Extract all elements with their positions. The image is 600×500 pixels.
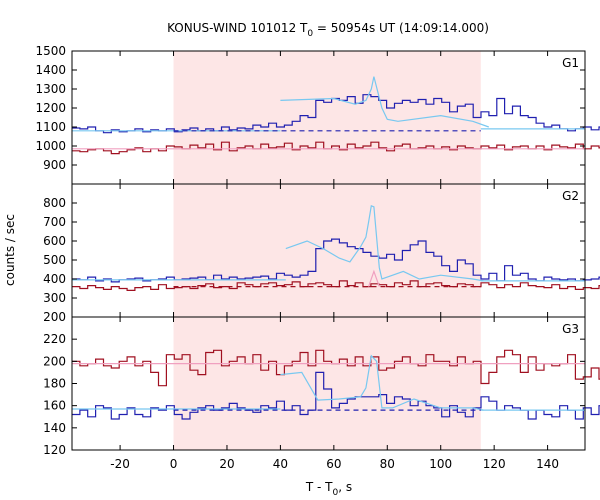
y-tick-label: 600 — [43, 234, 66, 248]
y-tick-label: 160 — [43, 399, 66, 413]
x-axis-label-rest: , s — [338, 480, 352, 494]
chart-title-subscript: 0 — [307, 29, 313, 39]
series-blue-0 — [72, 238, 600, 283]
y-tick-label: 700 — [43, 215, 66, 229]
chart-title-main: KONUS-WIND 101012 T — [167, 21, 308, 35]
series-light-blue-1-segment-1 — [280, 76, 490, 128]
x-tick-label: 60 — [326, 457, 341, 471]
y-tick-label: 1300 — [35, 82, 66, 96]
y-tick-label: 140 — [43, 421, 66, 435]
y-tick-label: 200 — [43, 310, 66, 324]
panel-tag-g1: G1 — [562, 56, 579, 70]
x-axis-label-subscript: 0 — [333, 488, 339, 498]
x-tick-label: 140 — [536, 457, 559, 471]
shaded-interval — [173, 317, 481, 450]
chart-title: KONUS-WIND 101012 T0 = 50954s UT (14:09:… — [167, 21, 489, 39]
x-tick-label: 80 — [380, 457, 395, 471]
x-tick-label: 0 — [170, 457, 178, 471]
x-axis-label: T - T0, s — [305, 480, 352, 498]
y-tick-label: 900 — [43, 158, 66, 172]
panel-g1: 900 1000 1100 1200 1300 1400 1500 G1 — [35, 44, 600, 185]
y-tick-label: 800 — [43, 196, 66, 210]
x-tick-label: 20 — [219, 457, 234, 471]
y-tick-label: 1000 — [35, 139, 66, 153]
y-tick-label: 220 — [43, 332, 66, 346]
y-tick-label: 400 — [43, 272, 66, 286]
y-axis-label: counts / sec — [3, 214, 17, 286]
panel-g2: 200 300 400 500 600 700 800 G2 — [43, 183, 600, 324]
y-tick-label: 1100 — [35, 120, 66, 134]
chart-title-rest: = 50954s UT (14:09:14.000) — [313, 21, 489, 35]
series-pink-3-segment-0 — [368, 269, 380, 287]
series-light-blue-1-segment-1 — [285, 204, 484, 282]
panel-g3: 120 140 160 180 200 220 G3 — [43, 316, 600, 457]
panel-tag-g3: G3 — [562, 322, 579, 336]
plot-area: 900100011001200130014001500G120030040050… — [35, 44, 600, 471]
y-tick-label: 1500 — [35, 44, 66, 58]
shaded-interval — [173, 51, 481, 184]
x-tick-label: -20 — [110, 457, 130, 471]
y-tick-label: 1200 — [35, 101, 66, 115]
y-tick-label: 500 — [43, 253, 66, 267]
x-tick-label: 40 — [273, 457, 288, 471]
x-tick-label: 100 — [429, 457, 452, 471]
y-tick-label: 200 — [43, 354, 66, 368]
y-tick-label: 300 — [43, 291, 66, 305]
x-axis-label-main: T - T — [305, 480, 333, 494]
series-dark-red-2 — [72, 280, 600, 291]
y-tick-label: 1400 — [35, 63, 66, 77]
y-tick-label: 120 — [43, 443, 66, 457]
series-light-blue-3-segment-1 — [280, 354, 484, 411]
y-tick-label: 180 — [43, 377, 66, 391]
x-tick-label: 120 — [483, 457, 506, 471]
series-blue-0 — [72, 94, 600, 134]
series-dark-red-0 — [72, 349, 600, 387]
panel-tag-g2: G2 — [562, 189, 579, 203]
